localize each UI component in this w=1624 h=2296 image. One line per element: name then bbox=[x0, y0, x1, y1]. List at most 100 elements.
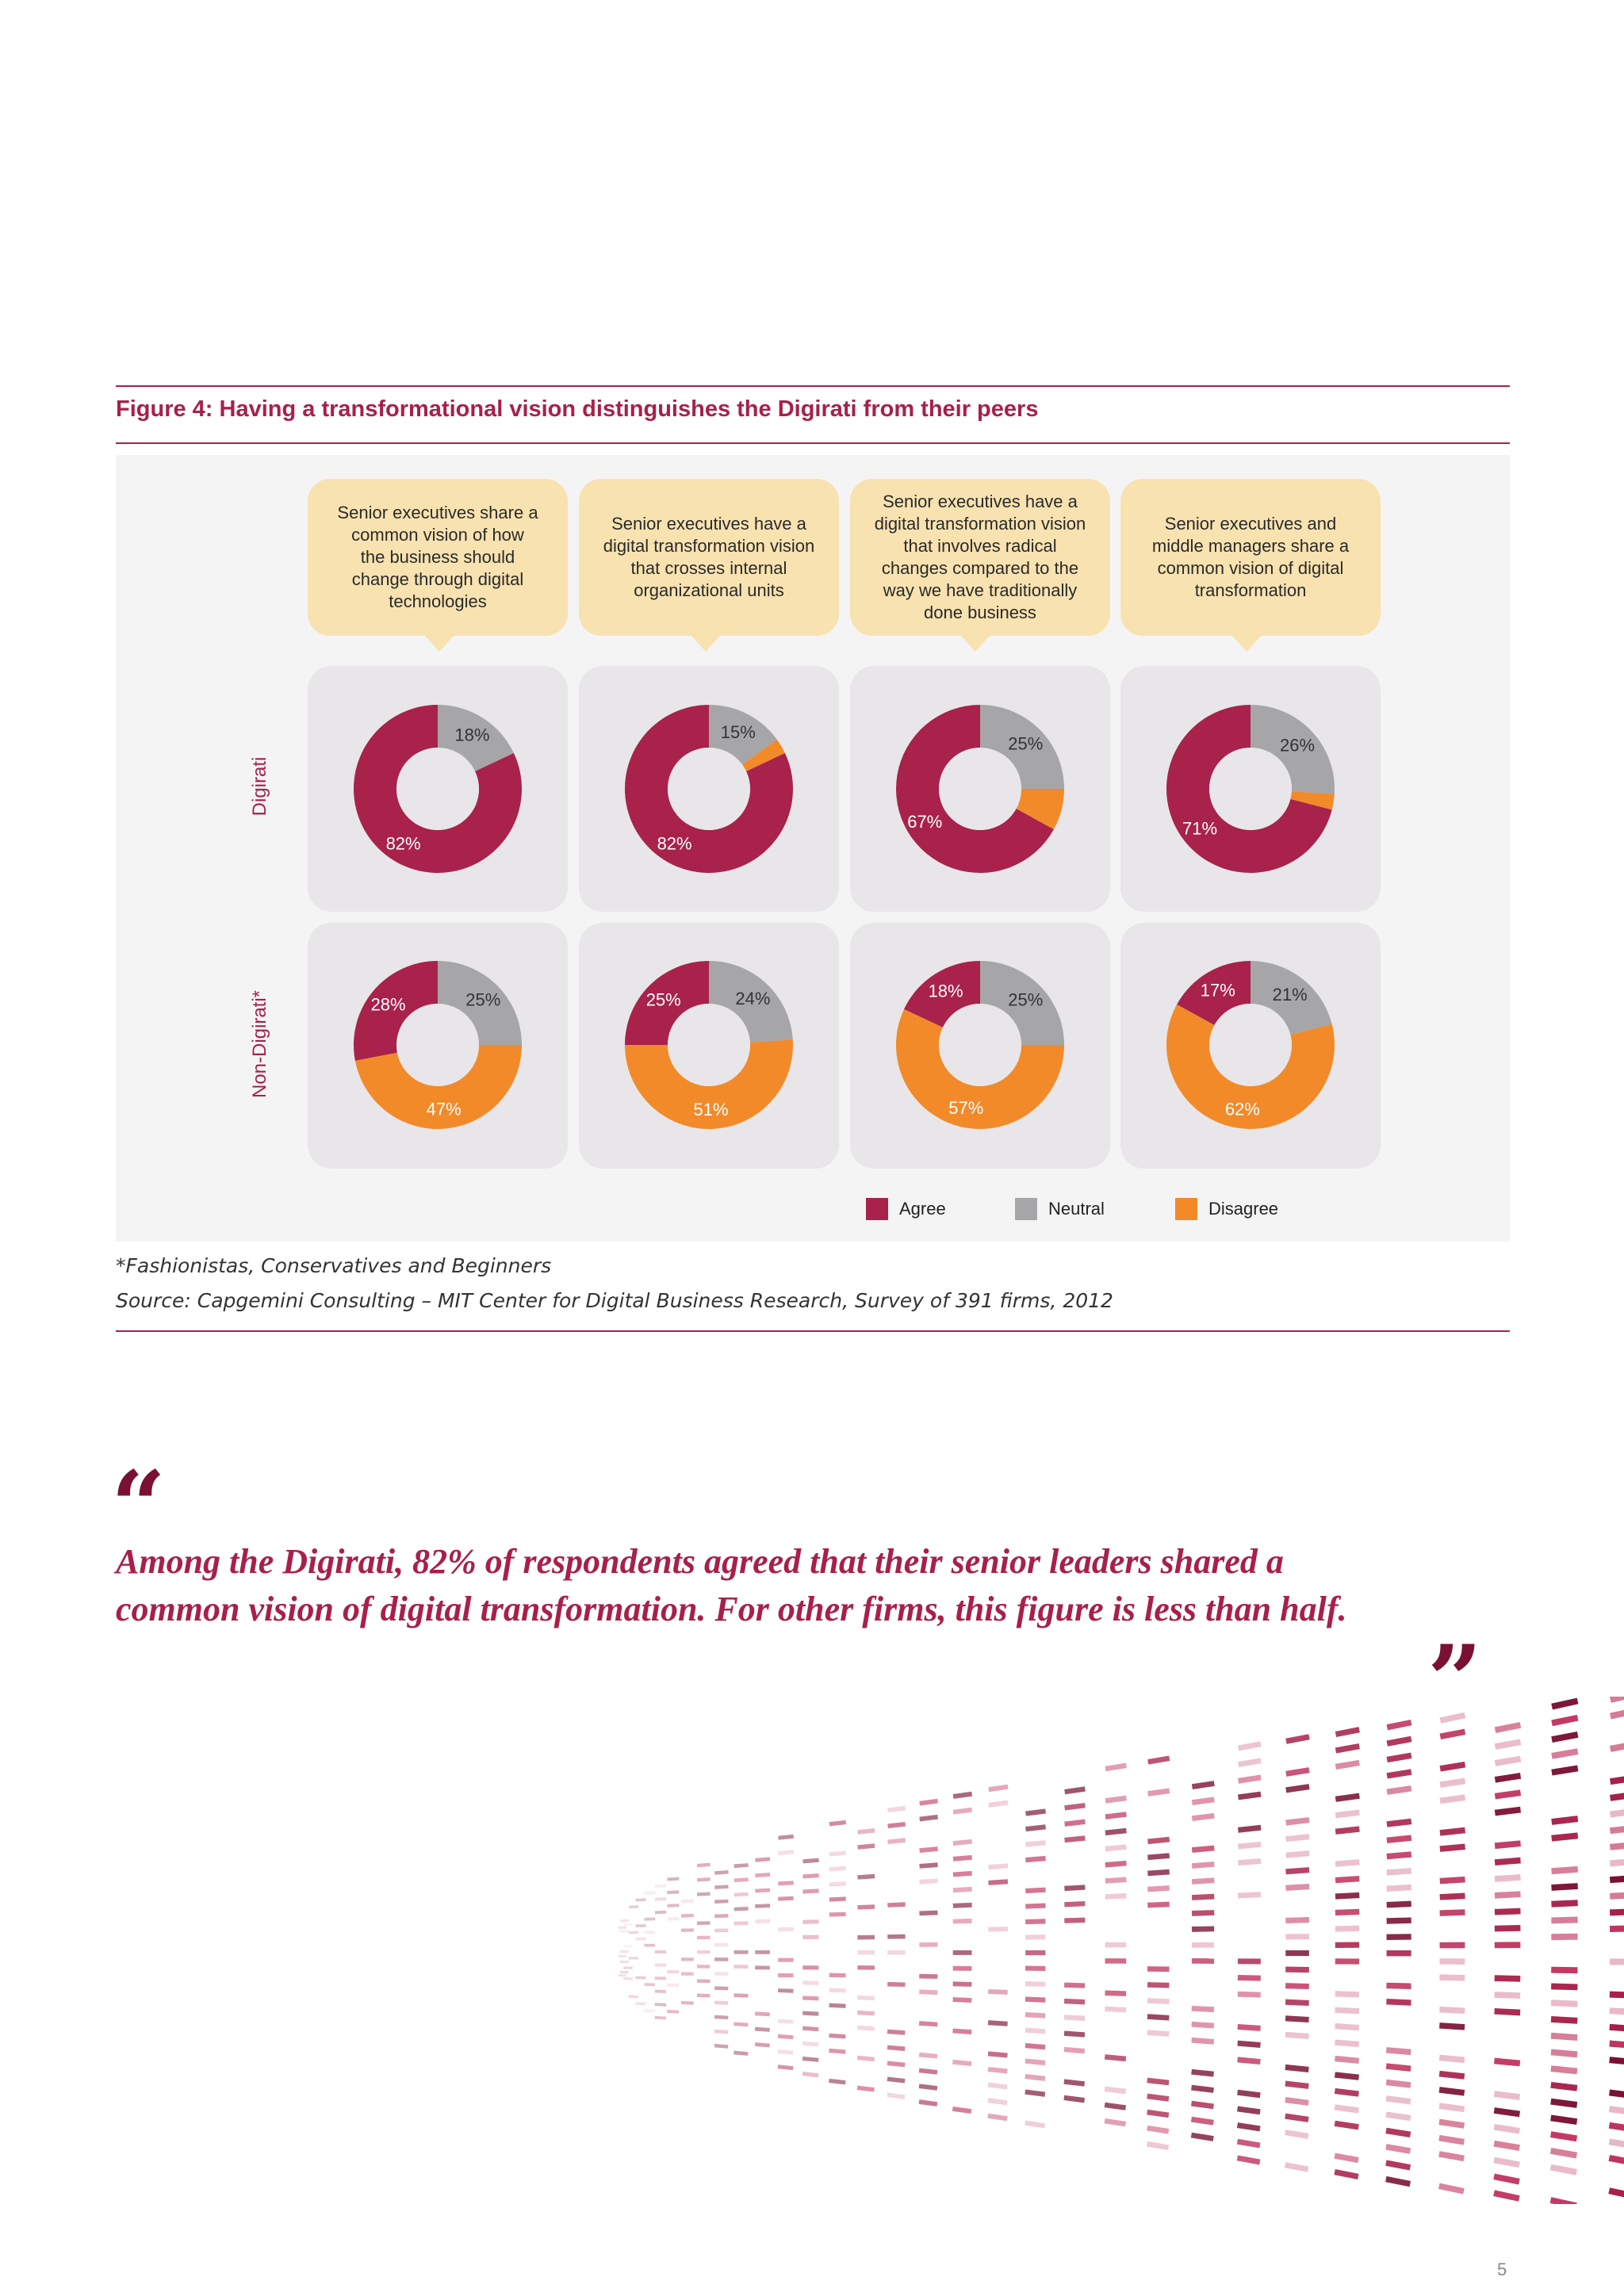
decorative-bar bbox=[887, 2061, 906, 2068]
decorative-bar bbox=[777, 2019, 794, 2024]
decorative-bar bbox=[1334, 2120, 1359, 2130]
decorative-bar bbox=[952, 1854, 972, 1862]
decorative-bar bbox=[829, 1866, 846, 1872]
donut-7-neutral-slice bbox=[980, 961, 1064, 1045]
decorative-bars-graphic bbox=[618, 1697, 1624, 2204]
decorative-bar bbox=[1609, 2057, 1624, 2066]
decorative-bar bbox=[1285, 2031, 1309, 2039]
decorative-bar bbox=[1494, 1806, 1522, 1816]
decorative-bar bbox=[829, 1988, 846, 1993]
donut-8-neutral-label: 21% bbox=[1273, 985, 1308, 1004]
decorative-bar bbox=[1105, 1795, 1127, 1804]
decorative-bar bbox=[696, 1862, 710, 1868]
decorative-bar bbox=[778, 1957, 794, 1962]
decorative-bar bbox=[1237, 1824, 1262, 1833]
decorative-bar bbox=[1191, 2068, 1214, 2077]
donut-4-neutral-slice bbox=[1251, 705, 1335, 794]
decorative-bar bbox=[1335, 1793, 1360, 1802]
decorative-bar bbox=[887, 1981, 906, 1988]
decorative-bar bbox=[667, 1983, 680, 1988]
decorative-bar bbox=[1493, 2140, 1520, 2151]
donut-4-neutral-label: 26% bbox=[1280, 736, 1315, 756]
decorative-bar bbox=[1285, 1983, 1309, 1990]
decorative-bar bbox=[1385, 2175, 1411, 2187]
decorative-bar bbox=[1191, 2021, 1215, 2029]
decorative-bar bbox=[1147, 2030, 1170, 2037]
decorative-bar bbox=[857, 1965, 875, 1970]
decorative-bar bbox=[857, 1934, 875, 1940]
decorative-bar bbox=[1551, 1916, 1578, 1924]
decorative-bar bbox=[802, 2011, 819, 2016]
decorative-bar bbox=[952, 1886, 972, 1893]
decorative-bar bbox=[952, 2059, 972, 2067]
decorative-bar bbox=[1147, 1869, 1170, 1877]
decorative-bar bbox=[667, 1904, 680, 1908]
decorative-bar bbox=[635, 1924, 646, 1928]
decorative-bar bbox=[1237, 1858, 1262, 1866]
decorative-bar bbox=[1064, 1819, 1086, 1827]
decorative-bar bbox=[714, 2029, 729, 2034]
decorative-bar bbox=[1335, 2039, 1360, 2048]
decorative-bar bbox=[1105, 1958, 1127, 1964]
decorative-bar bbox=[829, 1820, 847, 1827]
donut-5-disagree-label: 47% bbox=[427, 1100, 462, 1119]
decorative-bar bbox=[623, 1966, 633, 1969]
decorative-bar bbox=[1064, 1917, 1086, 1923]
decorative-bar bbox=[619, 1926, 627, 1929]
decorative-bar bbox=[1386, 1982, 1411, 1989]
decorative-bar bbox=[1064, 1900, 1086, 1908]
decorative-bar bbox=[714, 1942, 729, 1947]
decorative-bar bbox=[802, 1996, 819, 2001]
decorative-bar bbox=[1334, 2152, 1359, 2164]
decorative-bar bbox=[919, 1846, 938, 1853]
decorative-bar bbox=[1147, 1998, 1170, 2005]
decorative-bar bbox=[1105, 1942, 1127, 1948]
decorative-bar bbox=[1494, 1773, 1522, 1783]
decorative-bar bbox=[1493, 2107, 1521, 2118]
decorative-bar bbox=[802, 2026, 819, 2032]
decorative-bar bbox=[733, 1892, 749, 1897]
decorative-bar bbox=[1025, 1981, 1046, 1987]
decorative-bar bbox=[1335, 1859, 1360, 1867]
decorative-bar bbox=[887, 1934, 906, 1939]
decorative-bar bbox=[644, 2008, 656, 2013]
decorative-bar bbox=[1494, 1992, 1521, 1999]
decorative-bar bbox=[1551, 1983, 1578, 1991]
decorative-bar bbox=[802, 1888, 819, 1894]
decorative-bar bbox=[1439, 1728, 1466, 1740]
decorative-bar bbox=[777, 2049, 794, 2055]
decorative-bar bbox=[1285, 1934, 1309, 1940]
donut-2-neutral-slice bbox=[709, 705, 777, 765]
decorative-bar bbox=[1237, 1758, 1262, 1768]
decorative-bar bbox=[1385, 2111, 1411, 2122]
decorative-bar bbox=[1025, 1919, 1046, 1925]
decorative-bar bbox=[1237, 1791, 1262, 1800]
decorative-bar bbox=[1335, 1876, 1360, 1884]
source-note: Source: Capgemini Consulting – MIT Cente… bbox=[116, 1289, 1113, 1312]
decorative-bar bbox=[623, 1976, 633, 1980]
decorative-bar bbox=[988, 1879, 1009, 1885]
legend-disagree-label: Disagree bbox=[1208, 1199, 1279, 1219]
donut-5-neutral-slice bbox=[438, 961, 522, 1045]
donut-7-hole bbox=[939, 1004, 1021, 1086]
decorative-bar bbox=[829, 2003, 846, 2008]
decorative-bar bbox=[1610, 1841, 1624, 1850]
decorative-bar bbox=[1237, 1892, 1262, 1899]
decorative-bar bbox=[1551, 1900, 1578, 1908]
decorative-bar bbox=[987, 2113, 1008, 2122]
decorative-bar bbox=[1334, 2072, 1359, 2080]
donut-8-neutral-slice bbox=[1251, 961, 1332, 1035]
decorative-bar bbox=[1025, 1855, 1046, 1863]
decorative-bar bbox=[1025, 2074, 1046, 2081]
decorative-bar bbox=[1610, 1892, 1624, 1900]
decorative-bar bbox=[1237, 1774, 1262, 1784]
decorative-bar bbox=[1609, 2089, 1624, 2099]
decorative-bar bbox=[1147, 1885, 1170, 1892]
decorative-bar bbox=[1550, 2015, 1578, 2024]
decorative-bar bbox=[887, 2045, 906, 2052]
decorative-bar bbox=[1237, 2040, 1261, 2048]
decorative-bar bbox=[1285, 1867, 1310, 1875]
decorative-bar bbox=[1025, 2027, 1046, 2034]
decorative-bar bbox=[778, 1834, 795, 1840]
decorative-bar bbox=[755, 1888, 771, 1893]
